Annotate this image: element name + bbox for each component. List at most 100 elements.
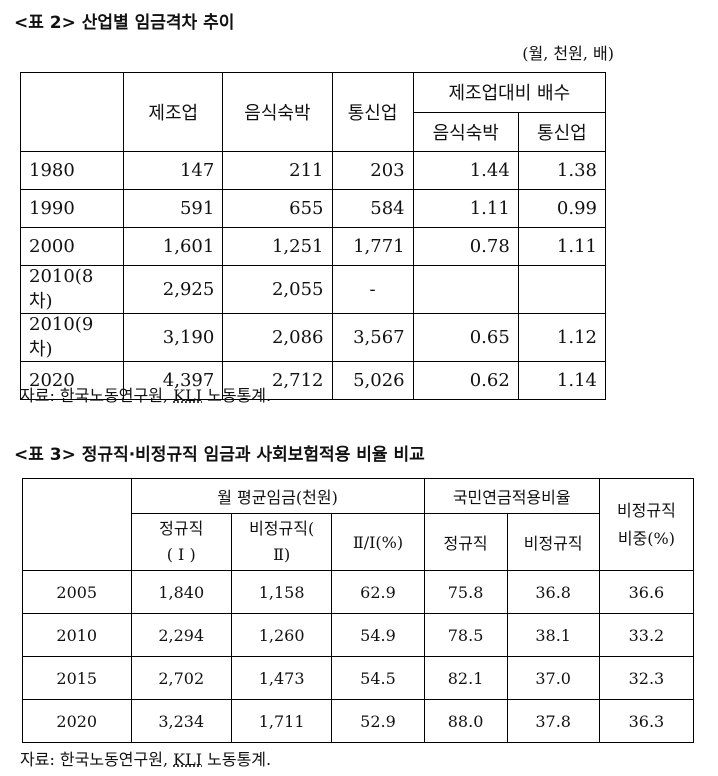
share-line2: 비중(%)	[617, 528, 675, 548]
nonregular-line2: Ⅱ)	[273, 545, 291, 564]
header-food-lodging: 음식숙박	[222, 72, 333, 152]
data-cell: 3,190	[123, 313, 224, 362]
header-ratio-group: 제조업대비 배수	[412, 72, 607, 113]
header-nonregular: 비정규직( Ⅱ)	[230, 513, 333, 571]
header-manufacturing: 제조업	[123, 72, 224, 152]
corner-cell	[22, 478, 132, 571]
table-row: 2020 4,397 2,712 5,026 0.62 1.14	[19, 361, 607, 400]
data-cell: 54.5	[331, 656, 425, 700]
data-cell: 211	[222, 151, 333, 190]
data-cell: 4,397	[123, 361, 224, 400]
table3-caption: <표 3> 정규직·비정규직 임금과 사회보험적용 비율 비교	[14, 445, 425, 465]
data-cell: -	[331, 265, 414, 314]
data-cell: 32.3	[598, 656, 695, 700]
regular-line2: ( Ⅰ )	[166, 545, 196, 564]
data-cell	[412, 265, 519, 314]
table-row: 2020 3,234 1,711 52.9 88.0 37.8 36.3	[22, 699, 695, 743]
data-cell: 82.1	[423, 656, 508, 700]
data-cell: 0.99	[517, 189, 607, 228]
row-label-cell: 2015	[22, 656, 132, 700]
data-cell: 78.5	[423, 613, 508, 657]
data-cell: 2,712	[222, 361, 333, 400]
data-cell: 5,026	[331, 361, 414, 400]
data-cell: 1,711	[230, 699, 333, 743]
table2-unit: (월, 천원, 배)	[522, 44, 614, 63]
data-cell: 0.65	[412, 313, 519, 362]
data-cell: 1,251	[222, 227, 333, 266]
regular-vs-nonregular-table: 월 평균임금(천원) 국민연금적용비율 비정규직 비중(%) 정규직 ( Ⅰ )…	[22, 478, 695, 743]
data-cell: 2,055	[222, 265, 333, 314]
data-cell: 3,567	[331, 313, 414, 362]
data-cell: 75.8	[423, 570, 508, 614]
header-nonregular-share: 비정규직 비중(%)	[598, 478, 695, 571]
data-cell: 1.14	[517, 361, 607, 400]
row-label-cell: 2020	[19, 361, 125, 400]
table-row: 2010(9차) 3,190 2,086 3,567 0.65 1.12	[19, 313, 607, 362]
row-label-cell: 2010	[22, 613, 132, 657]
table-row: 1980 147 211 203 1.44 1.38	[19, 151, 607, 190]
data-cell: 88.0	[423, 699, 508, 743]
data-cell: 36.6	[598, 570, 695, 614]
header-regular: 정규직 ( Ⅰ )	[130, 513, 232, 571]
table-row: 2015 2,702 1,473 54.5 82.1 37.0 32.3	[22, 656, 695, 700]
data-cell: 62.9	[331, 570, 425, 614]
data-cell: 0.62	[412, 361, 519, 400]
data-cell: 1,158	[230, 570, 333, 614]
data-cell: 54.9	[331, 613, 425, 657]
data-cell: 147	[123, 151, 224, 190]
data-cell: 2,294	[130, 613, 232, 657]
source-kli: KLI	[173, 386, 203, 405]
data-cell: 2,702	[130, 656, 232, 700]
corner-cell	[19, 72, 125, 152]
data-cell: 36.8	[506, 570, 600, 614]
table3-source: 자료: 한국노동연구원, KLI 노동통계.	[20, 746, 271, 770]
data-cell: 2,925	[123, 265, 224, 314]
data-cell: 1.44	[412, 151, 519, 190]
source-kli: KLI	[173, 750, 203, 769]
header-ratio-food: 음식숙박	[412, 111, 519, 152]
table-row: 2010(8차) 2,925 2,055-	[19, 265, 607, 314]
data-cell	[517, 265, 607, 314]
source-prefix: 자료: 한국노동연구원,	[20, 750, 174, 769]
regular-line1: 정규직	[159, 519, 204, 538]
data-cell: 37.0	[506, 656, 600, 700]
nonregular-line1: 비정규직(	[249, 519, 315, 538]
header-pension-nonregular: 비정규직	[506, 513, 600, 571]
data-cell: 52.9	[331, 699, 425, 743]
header-ratio-telecom: 통신업	[517, 111, 607, 152]
data-cell: 36.3	[598, 699, 695, 743]
table-row: 1990 591 655 584 1.11 0.99	[19, 189, 607, 228]
data-cell: 3,234	[130, 699, 232, 743]
data-cell: 1.12	[517, 313, 607, 362]
row-label-cell: 1980	[19, 151, 125, 190]
data-cell: 0.78	[412, 227, 519, 266]
table-row: 2010 2,294 1,260 54.9 78.5 38.1 33.2	[22, 613, 695, 657]
data-cell: 1.11	[517, 227, 607, 266]
table2-source: 자료: 한국노동연구원, KLI 노동통계.	[20, 382, 271, 406]
data-cell: 1,771	[331, 227, 414, 266]
source-suffix: 노동통계.	[202, 750, 272, 769]
data-cell: 1,601	[123, 227, 224, 266]
row-label-cell: 2005	[22, 570, 132, 614]
table-row: 2000 1,601 1,251 1,771 0.78 1.11	[19, 227, 607, 266]
source-suffix: 노동통계.	[202, 386, 272, 405]
data-cell: 2,086	[222, 313, 333, 362]
data-cell: 33.2	[598, 613, 695, 657]
data-cell: 655	[222, 189, 333, 228]
data-cell: 1.38	[517, 151, 607, 190]
header-ratio: Ⅱ/Ⅰ(%)	[331, 513, 425, 571]
data-cell: 1.11	[412, 189, 519, 228]
header-telecom: 통신업	[331, 72, 414, 152]
header-wage-group: 월 평균임금(천원)	[130, 478, 425, 514]
row-label-cell: 2010(8차)	[19, 265, 125, 314]
source-prefix: 자료: 한국노동연구원,	[20, 386, 174, 405]
header-pension-group: 국민연금적용비율	[423, 478, 600, 514]
table2-caption: <표 2> 산업별 임금격차 추이	[14, 13, 235, 33]
data-cell: 1,840	[130, 570, 232, 614]
share-line1: 비정규직	[616, 500, 676, 520]
row-label-cell: 2000	[19, 227, 125, 266]
row-label-cell: 2010(9차)	[19, 313, 125, 362]
row-label-cell: 2020	[22, 699, 132, 743]
data-cell: 591	[123, 189, 224, 228]
data-cell: 1,473	[230, 656, 333, 700]
